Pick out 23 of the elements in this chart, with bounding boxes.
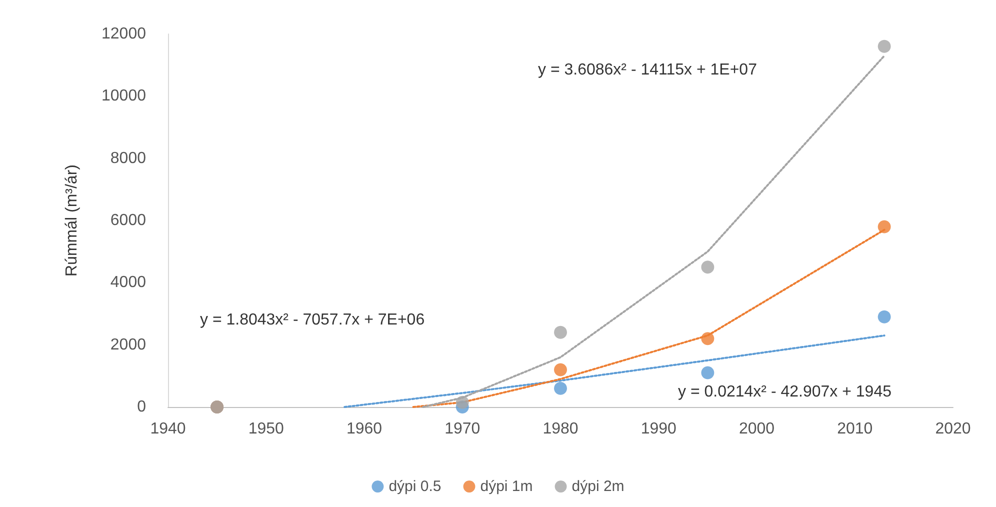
- y-tick-label: 8000: [110, 150, 146, 167]
- x-tick-label: 1940: [150, 420, 186, 438]
- legend-label: dýpi 0.5: [388, 478, 442, 495]
- y-tick-label: 10000: [102, 88, 146, 105]
- x-tick-label: 1950: [248, 420, 284, 438]
- y-tick-label: 12000: [102, 26, 146, 42]
- annotation: y = 3.6086x² - 14115x + 1E+07: [538, 62, 758, 78]
- x-tick-label: 1960: [346, 420, 382, 438]
- x-tick-label: 2020: [935, 420, 971, 438]
- y-tick-label: 4000: [110, 274, 146, 292]
- y-tick-label: 0: [137, 398, 146, 416]
- x-tick-label: 1970: [444, 420, 480, 438]
- x-tick-label: 1980: [542, 420, 578, 438]
- annotation: y = 1.8043x² - 7057.7x + 7E+06: [200, 312, 425, 328]
- y-axis-title: Rúmmál (m³/ár): [64, 164, 80, 276]
- legend-label: dýpi 1m: [480, 478, 533, 495]
- x-tick-label: 2010: [837, 420, 873, 438]
- annotation: y = 0.0214x² - 42.907x + 1945: [678, 384, 892, 400]
- y-tick-label: 2000: [110, 336, 146, 354]
- x-tick-label: 2000: [738, 420, 775, 438]
- x-tick-label: 1990: [640, 420, 677, 438]
- y-tick-label: 6000: [110, 212, 146, 229]
- legend-label: dýpi 2m: [572, 478, 624, 495]
